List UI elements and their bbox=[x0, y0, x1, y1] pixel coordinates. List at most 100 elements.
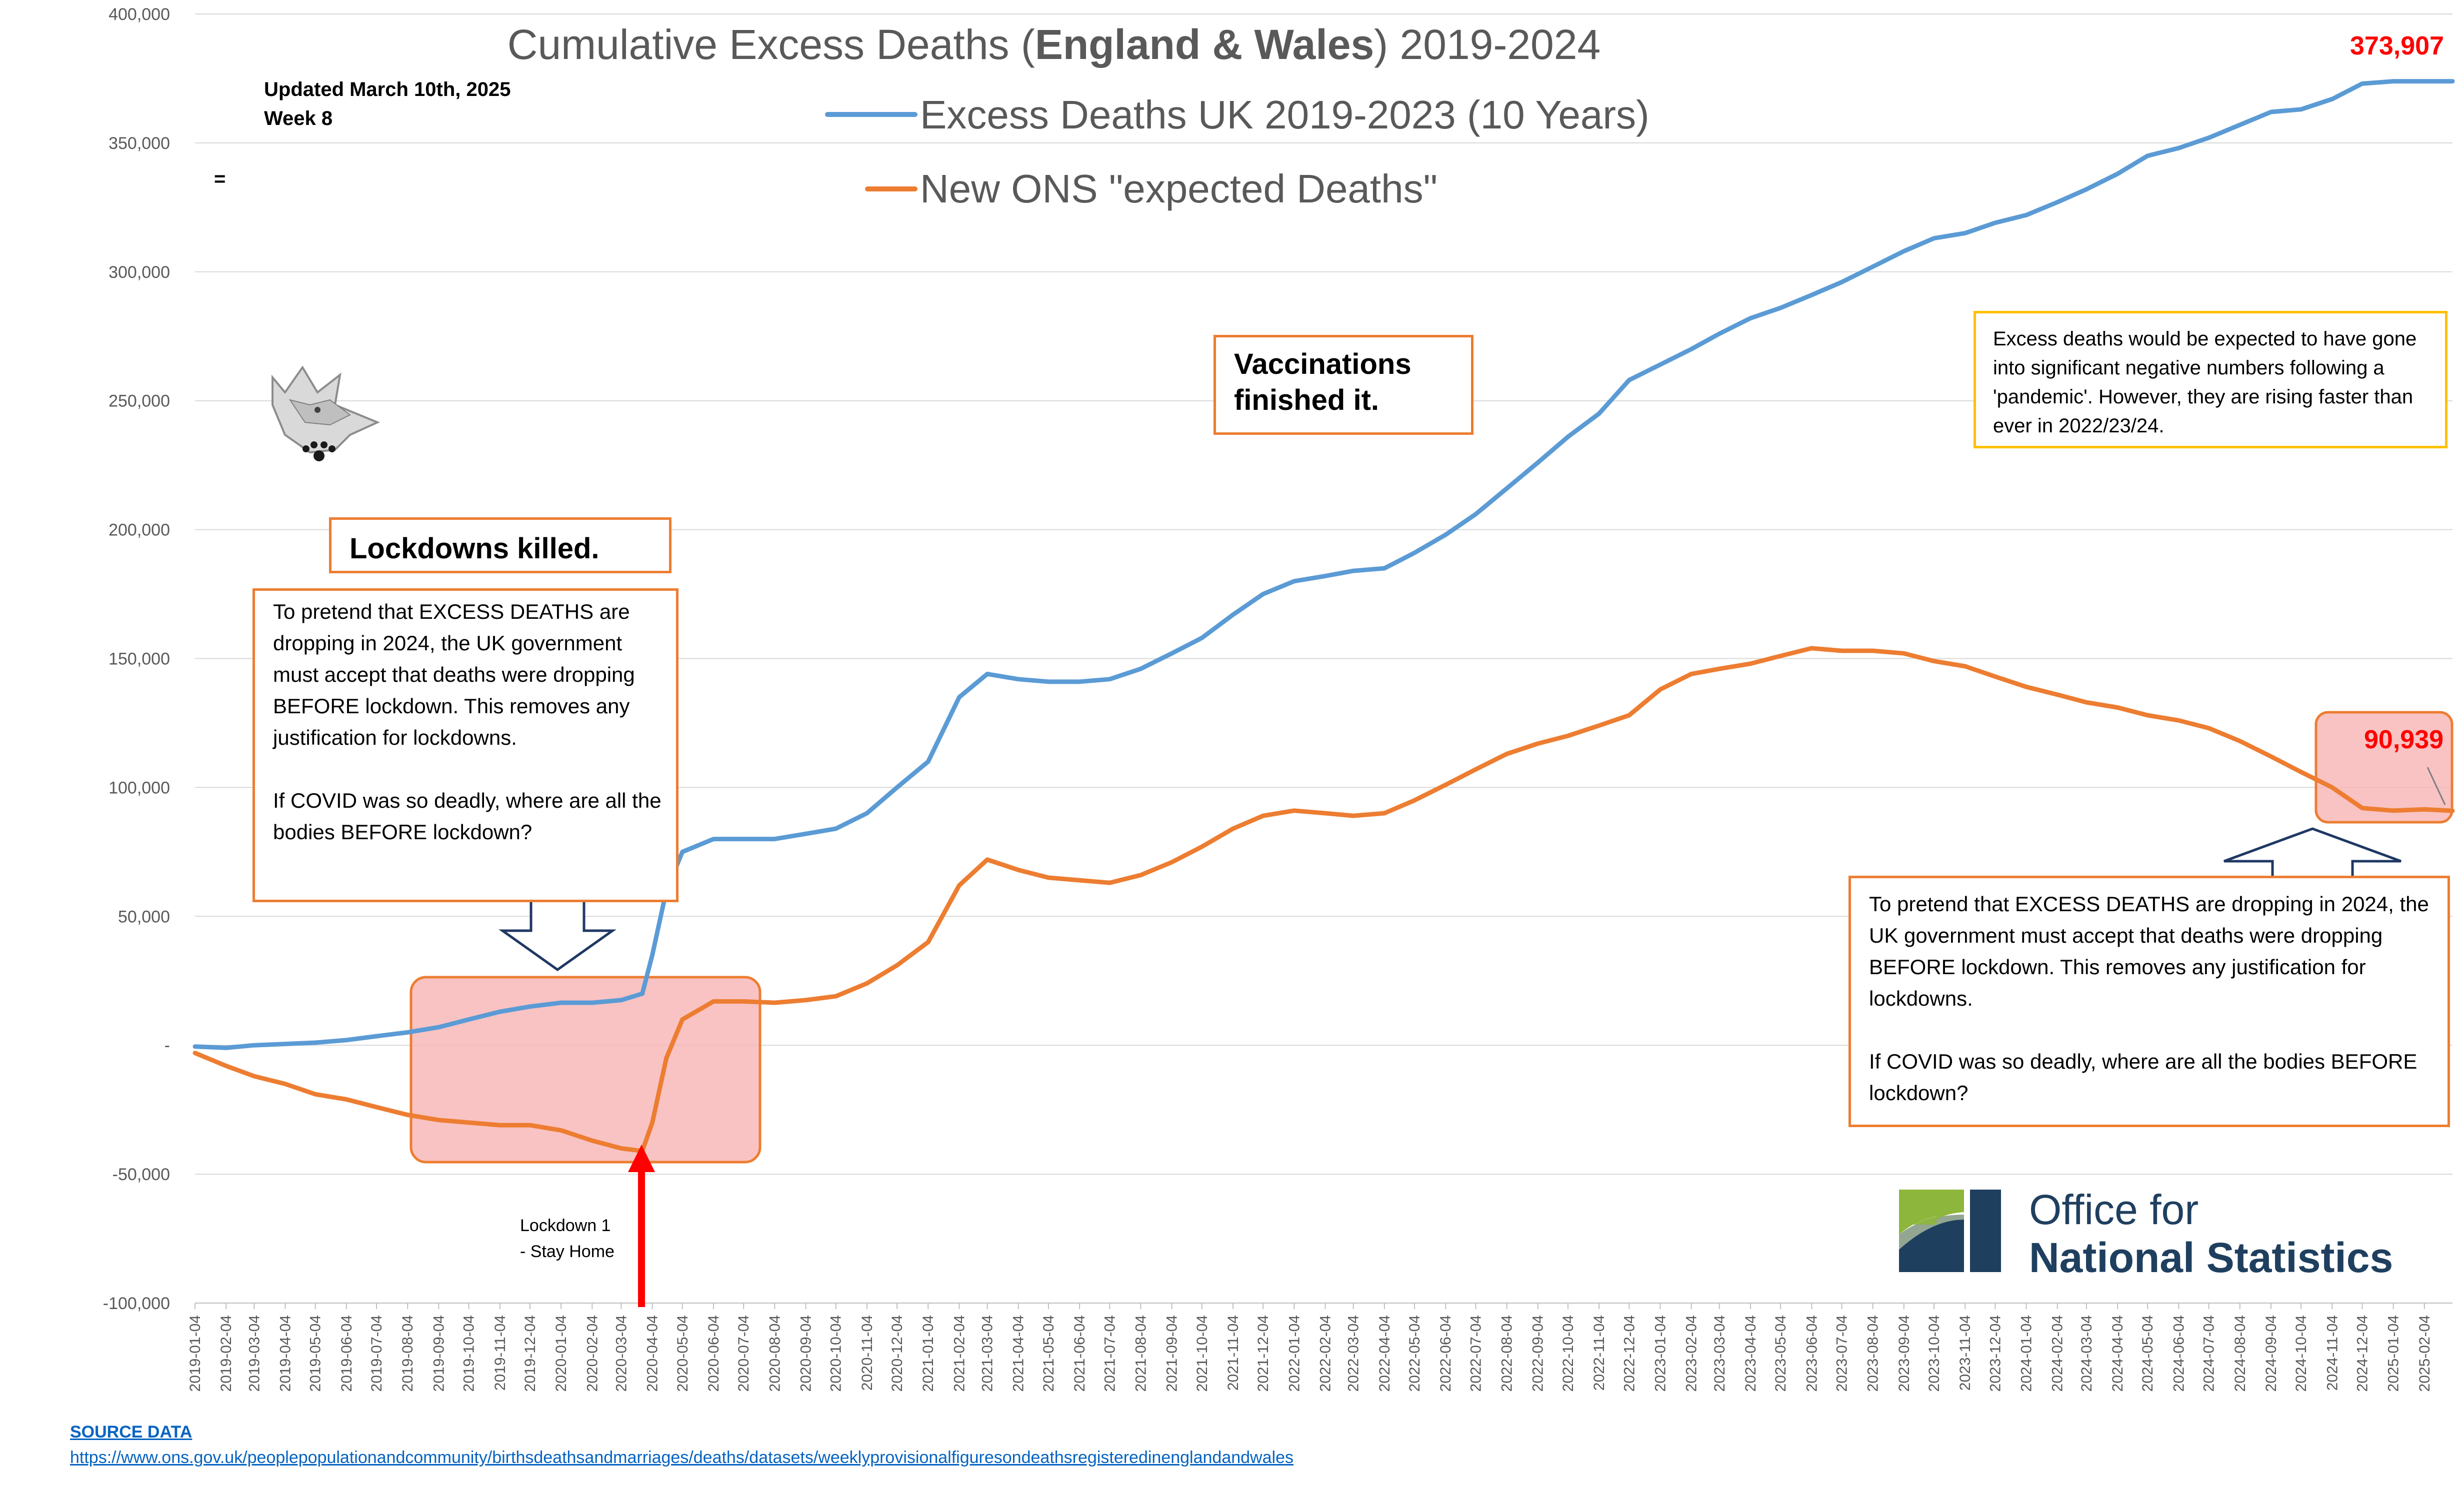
x-tick-label: 2023-05-04 bbox=[1772, 1315, 1789, 1392]
ons-line-1: Office for bbox=[2029, 1186, 2199, 1233]
x-tick-label: 2020-05-04 bbox=[674, 1315, 691, 1392]
x-tick-label: 2021-08-04 bbox=[1132, 1315, 1149, 1392]
x-tick-label: 2022-11-04 bbox=[1591, 1315, 1608, 1391]
x-tick-label: 2020-01-04 bbox=[553, 1315, 570, 1392]
down-arrow-left bbox=[498, 897, 616, 972]
updated-week: Week 8 bbox=[264, 107, 333, 129]
x-tick-label: 2020-07-04 bbox=[736, 1315, 752, 1392]
x-tick-label: 2021-06-04 bbox=[1072, 1315, 1088, 1392]
vaccinations-label: Vaccinations finished it. bbox=[1234, 348, 1412, 416]
x-tick-label: 2020-11-04 bbox=[859, 1315, 876, 1391]
x-tick-label: 2022-03-04 bbox=[1346, 1315, 1362, 1392]
x-tick-label: 2024-08-04 bbox=[2232, 1315, 2248, 1392]
x-tick-label: 2020-10-04 bbox=[828, 1315, 844, 1392]
x-tick-label: 2020-08-04 bbox=[766, 1315, 783, 1392]
x-tick-label: 2023-03-04 bbox=[1712, 1315, 1728, 1392]
x-tick-label: 2019-11-04 bbox=[492, 1315, 508, 1391]
right-box-paragraph-2: If COVID was so deadly, where are all th… bbox=[1869, 1050, 2418, 1105]
lockdowns-killed-box: Lockdowns killed. bbox=[329, 517, 672, 573]
x-tick-label: 2019-05-04 bbox=[308, 1315, 324, 1392]
end-value-pointer bbox=[2426, 767, 2446, 805]
x-tick-label: 2019-12-04 bbox=[522, 1315, 538, 1392]
lockdown-label: Lockdown 1 - Stay Home bbox=[520, 1213, 614, 1265]
x-tick-label: 2025-01-04 bbox=[2386, 1315, 2402, 1392]
source-url-link[interactable]: https://www.ons.gov.uk/peoplepopulationa… bbox=[70, 1448, 1294, 1467]
x-tick-label: 2022-02-04 bbox=[1318, 1315, 1334, 1392]
x-tick-label: 2024-02-04 bbox=[2050, 1315, 2066, 1392]
x-tick-label: 2024-11-04 bbox=[2324, 1315, 2340, 1391]
x-axis-ticks: 2019-01-04 2019-02-04 2019-03-04 2019-04-04… bbox=[187, 1303, 2433, 1392]
y-tick-label: 100,000 bbox=[108, 778, 170, 797]
x-tick-label: 2019-04-04 bbox=[278, 1315, 294, 1392]
orange-end-value: 90,939 bbox=[2364, 725, 2444, 754]
x-tick-label: 2019-01-04 bbox=[187, 1315, 204, 1392]
lockdown-arrow-head bbox=[628, 1145, 655, 1172]
blue-end-value: 373,907 bbox=[2350, 31, 2444, 60]
wolf-head-icon bbox=[272, 365, 380, 461]
x-tick-label: 2022-10-04 bbox=[1560, 1315, 1576, 1392]
x-tick-label: 2021-10-04 bbox=[1194, 1315, 1210, 1392]
x-tick-label: 2021-11-04 bbox=[1225, 1315, 1242, 1391]
x-tick-label: 2022-09-04 bbox=[1530, 1315, 1546, 1392]
x-tick-label: 2021-07-04 bbox=[1102, 1315, 1118, 1392]
x-tick-label: 2021-12-04 bbox=[1255, 1315, 1272, 1392]
x-tick-label: 2022-01-04 bbox=[1286, 1315, 1302, 1392]
x-tick-label: 2024-03-04 bbox=[2078, 1315, 2095, 1392]
x-tick-label: 2021-03-04 bbox=[980, 1315, 996, 1392]
x-tick-label: 2024-10-04 bbox=[2293, 1315, 2310, 1392]
x-tick-label: 2020-03-04 bbox=[613, 1315, 630, 1392]
legend-label-orange: New ONS "expected Deaths" bbox=[920, 166, 1438, 211]
lockdown-label-line1: Lockdown 1 bbox=[520, 1216, 611, 1235]
highlight-box-2025 bbox=[2314, 711, 2454, 824]
y-tick-label: 400,000 bbox=[108, 5, 170, 24]
x-tick-label: 2022-12-04 bbox=[1621, 1315, 1638, 1392]
x-tick-label: 2019-03-04 bbox=[246, 1315, 262, 1392]
lockdown-label-line2: - Stay Home bbox=[520, 1242, 614, 1261]
x-tick-label: 2021-09-04 bbox=[1164, 1315, 1180, 1392]
y-tick-label: - bbox=[164, 1036, 170, 1055]
x-tick-label: 2023-09-04 bbox=[1896, 1315, 1912, 1392]
x-tick-label: 2020-12-04 bbox=[889, 1315, 906, 1392]
x-tick-label: 2019-10-04 bbox=[461, 1315, 478, 1392]
x-tick-label: 2021-04-04 bbox=[1010, 1315, 1027, 1392]
left-box-paragraph-2: If COVID was so deadly, where are all th… bbox=[273, 789, 662, 844]
source-data-link[interactable]: SOURCE DATA bbox=[70, 1423, 192, 1442]
x-tick-label: 2023-06-04 bbox=[1804, 1315, 1820, 1392]
right-box-paragraph-1: To pretend that EXCESS DEATHS are droppi… bbox=[1869, 892, 2429, 1010]
x-tick-label: 2022-08-04 bbox=[1499, 1315, 1516, 1392]
x-tick-label: 2024-12-04 bbox=[2354, 1315, 2370, 1392]
updated-date: Updated March 10th, 2025 bbox=[264, 78, 511, 100]
x-tick-label: 2019-07-04 bbox=[368, 1315, 385, 1392]
lockdowns-killed-label: Lockdowns killed. bbox=[350, 532, 600, 565]
y-tick-label: -100,000 bbox=[103, 1294, 170, 1313]
legend-label-blue: Excess Deaths UK 2019-2023 (10 Years) bbox=[920, 92, 1650, 137]
x-tick-label: 2021-05-04 bbox=[1040, 1315, 1057, 1392]
x-tick-label: 2021-01-04 bbox=[920, 1315, 936, 1392]
y-tick-label: -50,000 bbox=[112, 1165, 170, 1184]
yellow-note-box: Excess deaths would be expected to have … bbox=[1974, 311, 2448, 448]
x-tick-label: 2019-02-04 bbox=[218, 1315, 234, 1392]
x-tick-label: 2024-04-04 bbox=[2110, 1315, 2126, 1392]
y-tick-label: 300,000 bbox=[108, 263, 170, 282]
ons-logo-text: Office for National Statistics bbox=[2029, 1186, 2393, 1282]
x-tick-label: 2020-02-04 bbox=[584, 1315, 600, 1392]
series-line-ons-expected bbox=[192, 646, 2455, 1154]
x-tick-label: 2019-09-04 bbox=[430, 1315, 447, 1392]
y-tick-label: 250,000 bbox=[108, 392, 170, 411]
x-tick-label: 2022-06-04 bbox=[1438, 1315, 1454, 1392]
updated-note: Updated March 10th, 2025 Week 8 bbox=[264, 75, 511, 133]
x-tick-label: 2020-06-04 bbox=[706, 1315, 722, 1392]
x-tick-label: 2019-06-04 bbox=[338, 1315, 355, 1392]
left-text-box: To pretend that EXCESS DEATHS are droppi… bbox=[252, 588, 678, 902]
x-tick-label: 2023-12-04 bbox=[1987, 1315, 2004, 1392]
ons-logo-mark bbox=[1899, 1190, 2001, 1272]
vaccinations-box: Vaccinations finished it. bbox=[1214, 335, 1474, 435]
x-tick-label: 2022-07-04 bbox=[1468, 1315, 1484, 1392]
x-tick-label: 2023-02-04 bbox=[1684, 1315, 1700, 1392]
x-tick-label: 2024-07-04 bbox=[2201, 1315, 2218, 1392]
x-tick-label: 2020-04-04 bbox=[644, 1315, 661, 1392]
x-tick-label: 2019-08-04 bbox=[400, 1315, 416, 1392]
left-box-paragraph-1: To pretend that EXCESS DEATHS are droppi… bbox=[273, 600, 635, 749]
x-tick-label: 2023-10-04 bbox=[1926, 1315, 1942, 1392]
ons-line-2: National Statistics bbox=[2029, 1234, 2394, 1281]
